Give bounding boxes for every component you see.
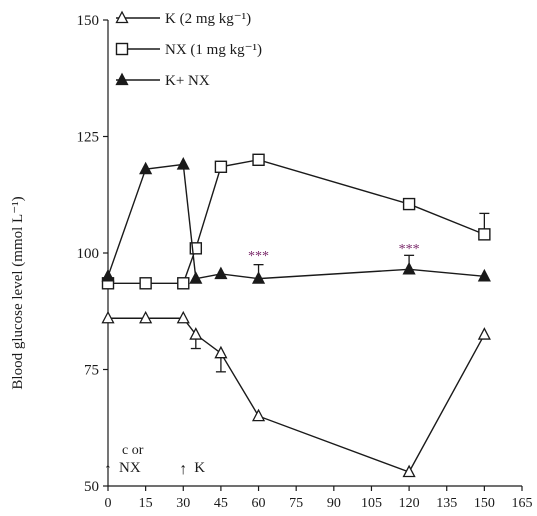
x-tick-label: 75 bbox=[289, 496, 303, 511]
data-point bbox=[214, 160, 228, 173]
y-tick-label: 150 bbox=[77, 13, 100, 29]
data-point bbox=[189, 242, 203, 255]
legend-label: K (2 mg kg⁻¹) bbox=[165, 11, 251, 27]
data-point bbox=[176, 157, 190, 170]
legend-item-0: K (2 mg kg⁻¹) bbox=[115, 10, 251, 27]
data-point bbox=[139, 161, 153, 175]
plot-area bbox=[101, 153, 491, 478]
data-point bbox=[189, 271, 203, 284]
data-point bbox=[101, 268, 115, 282]
significance-stars: *** bbox=[248, 249, 269, 264]
data-point bbox=[139, 277, 152, 290]
x-tick-label: 15 bbox=[139, 496, 153, 511]
legend-item-1: NX (1 mg kg⁻¹) bbox=[115, 42, 262, 58]
data-point bbox=[251, 271, 266, 284]
data-point bbox=[402, 261, 416, 275]
arrow-up-icon: ↑ bbox=[179, 461, 187, 478]
injection-marker: ↑ c or NX bbox=[104, 443, 144, 478]
legend-label: NX (1 mg kg⁻¹) bbox=[165, 42, 262, 58]
x-tick-label: 120 bbox=[399, 496, 420, 511]
x-tick-label: 165 bbox=[512, 496, 533, 511]
legend-label: K+ NX bbox=[165, 73, 210, 89]
series-line bbox=[107, 163, 485, 280]
x-tick-label: 90 bbox=[327, 496, 341, 511]
data-point bbox=[478, 228, 491, 241]
injection-label: NX bbox=[119, 460, 141, 476]
data-point bbox=[139, 310, 153, 324]
data-point bbox=[177, 277, 190, 290]
legend-marker bbox=[115, 72, 129, 86]
data-point bbox=[189, 327, 203, 340]
x-tick-label: 0 bbox=[105, 496, 112, 511]
data-point bbox=[252, 153, 265, 167]
legend-item-2: K+ NX bbox=[115, 72, 210, 89]
x-tick-label: 30 bbox=[176, 496, 190, 511]
arrow-up-icon: ↑ bbox=[104, 461, 112, 478]
injection-marker: ↑ K bbox=[179, 460, 205, 478]
y-axis-title: Blood glucose level (mmol L⁻¹) bbox=[10, 196, 26, 389]
data-point bbox=[402, 464, 416, 478]
legend-marker bbox=[115, 42, 129, 56]
y-tick-label: 75 bbox=[84, 363, 99, 379]
data-point bbox=[214, 266, 228, 280]
axes: 50 75 100 125 150 0 15 30 45 60 75 90 105 120 135 150 16… bbox=[10, 13, 533, 516]
x-tick-label: 105 bbox=[361, 496, 382, 511]
series-1 bbox=[101, 153, 491, 290]
x-tick-label: 45 bbox=[214, 496, 228, 511]
series-line bbox=[108, 317, 485, 473]
data-point bbox=[214, 345, 228, 359]
y-tick-label: 100 bbox=[77, 246, 100, 262]
x-tick-label: 135 bbox=[436, 496, 457, 511]
legend: K (2 mg kg⁻¹) NX (1 mg kg⁻¹) K+ NX bbox=[115, 10, 262, 89]
y-tick-label: 50 bbox=[84, 479, 99, 495]
significance-stars: *** bbox=[399, 242, 420, 257]
x-tick-label: 150 bbox=[474, 496, 495, 511]
x-tick-label: 60 bbox=[252, 496, 266, 511]
series-2 bbox=[101, 157, 491, 284]
data-point bbox=[477, 327, 491, 340]
injection-label: c or bbox=[122, 443, 144, 458]
legend-marker bbox=[115, 10, 129, 24]
series-0 bbox=[101, 310, 491, 478]
data-point bbox=[477, 268, 491, 282]
data-point bbox=[251, 408, 266, 422]
y-tick-label: 125 bbox=[77, 130, 100, 146]
data-point bbox=[101, 310, 115, 324]
injection-label: K bbox=[194, 460, 205, 476]
series-line bbox=[108, 159, 485, 284]
data-point bbox=[402, 197, 416, 211]
data-point bbox=[176, 310, 190, 324]
